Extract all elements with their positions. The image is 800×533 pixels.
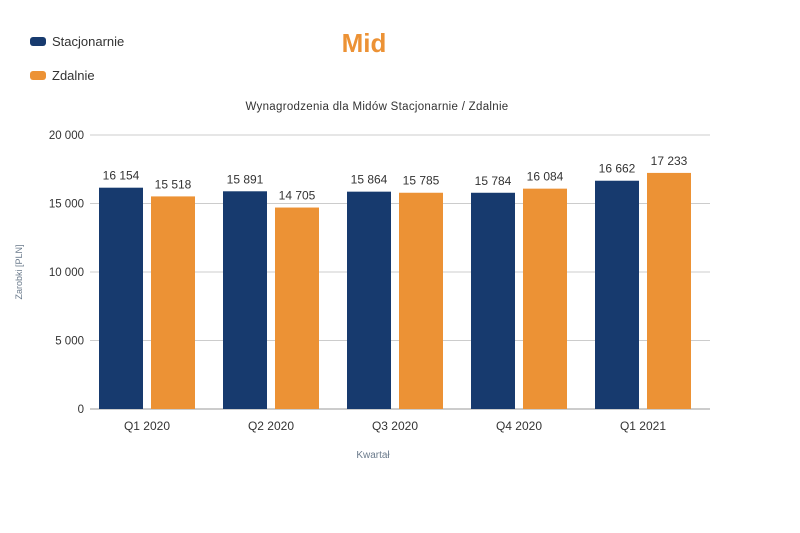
legend-swatch-zdalnie [30,71,46,80]
bar-stacjonarnie-3 [471,192,515,409]
data-label: 16 154 [103,169,140,183]
data-label: 15 891 [227,172,264,186]
data-label: 15 785 [403,174,440,188]
legend: Stacjonarnie Zdalnie [30,34,124,83]
bar-zdalnie-2 [399,192,443,409]
bar-stacjonarnie-1 [223,191,267,409]
chart-title: Wynagrodzenia dla Midów Stacjonarnie / Z… [246,101,509,113]
data-label: 16 662 [599,162,636,176]
legend-swatch-stacjonarnie [30,37,46,46]
y-tick-label: 5 000 [55,336,84,348]
x-tick-label: Q1 2020 [124,419,170,433]
legend-label-stacjonarnie: Stacjonarnie [52,34,124,49]
x-tick-label: Q4 2020 [496,419,542,433]
data-label: 15 784 [475,174,512,188]
y-axis-ticks: 0 5 000 10 000 15 000 20 000 [49,130,84,416]
bar-zdalnie-3 [523,188,567,409]
x-tick-label: Q1 2021 [620,419,666,433]
bar-zdalnie-0 [151,196,195,409]
data-label: 15 518 [155,177,192,191]
bar-zdalnie-4 [647,172,691,409]
chart-badge: Mid [342,28,387,58]
data-label: 14 705 [279,189,316,203]
data-label: 16 084 [527,170,564,184]
bar-stacjonarnie-0 [99,187,143,409]
data-label: 17 233 [651,154,688,168]
x-tick-label: Q3 2020 [372,419,418,433]
x-tick-label: Q2 2020 [248,419,294,433]
bars [99,172,691,409]
bar-stacjonarnie-4 [595,180,639,409]
y-tick-label: 15 000 [49,199,84,211]
y-tick-label: 10 000 [49,267,84,279]
y-tick-label: 0 [78,404,84,416]
bar-stacjonarnie-2 [347,191,391,409]
data-label: 15 864 [351,173,388,187]
data-labels: 16 154 15 518 15 891 14 705 15 864 15 785 15 7… [103,154,688,203]
legend-label-zdalnie: Zdalnie [52,68,95,83]
y-tick-label: 20 000 [49,130,84,142]
x-axis-ticks: Q1 2020 Q2 2020 Q3 2020 Q4 2020 Q1 2021 [124,419,666,433]
bar-zdalnie-1 [275,207,319,409]
y-axis-label: Zarobki [PLN] [14,244,24,299]
x-axis-label: Kwartał [356,450,390,461]
